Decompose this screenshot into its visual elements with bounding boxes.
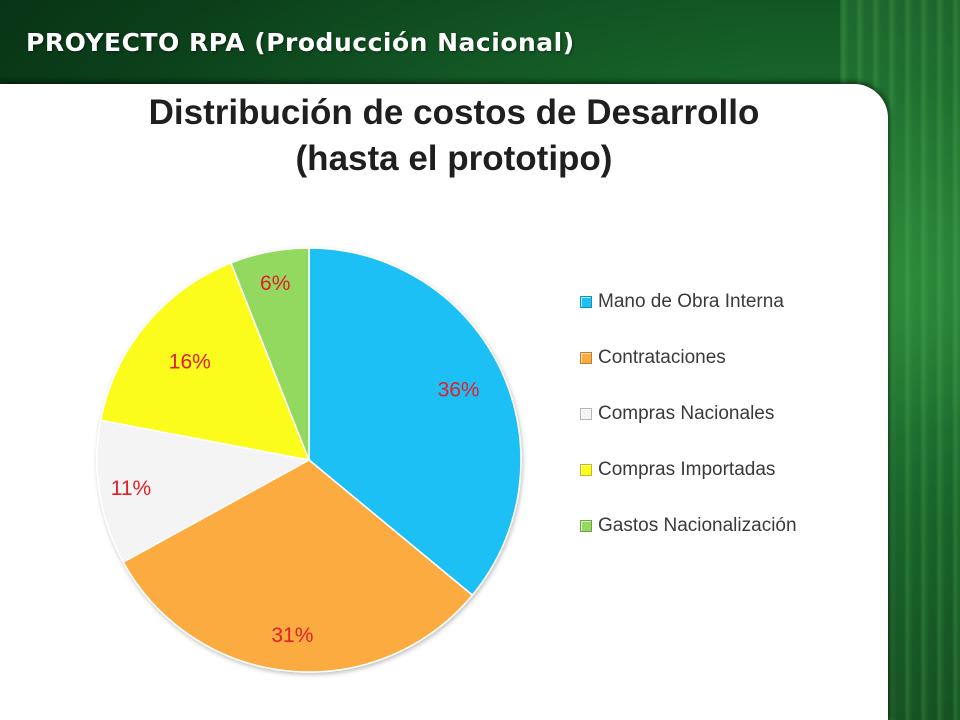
chart-title: Distribución de costos de Desarrollo (ha… [0,90,908,182]
data-label-mano-de-obra-interna: 36% [438,379,480,402]
pie-slice-contrataciones [122,459,474,673]
chart-title-line-2: (hasta el prototipo) [295,139,613,178]
legend-label: Gastos Nacionalización [598,515,797,536]
legend-swatch [580,408,592,420]
pie-slice-gastos-nacionalizacion [229,247,310,461]
legend-swatch [580,520,592,532]
data-label-compras-nacionales: 11% [111,477,151,500]
pie-slice-compras-importadas [99,261,311,461]
legend-label: Compras Nacionales [598,403,775,424]
chart-legend: Mano de Obra Interna Contrataciones Comp… [580,288,797,568]
legend-swatch [580,464,592,476]
pie-slice-compras-nacionales [96,419,312,564]
legend-item: Mano de Obra Interna [580,288,797,316]
legend-item: Compras Nacionales [580,400,797,428]
data-label-gastos-nacionalizacion: 6% [260,272,290,295]
chart-title-line-1: Distribución de costos de Desarrollo [148,93,760,132]
legend-label: Contrataciones [598,347,726,368]
legend-swatch [580,296,592,308]
data-label-contrataciones: 31% [271,624,313,647]
legend-item: Contrataciones [580,344,797,372]
page-header-title: PROYECTO RPA (Producción Nacional) [26,28,575,57]
legend-item: Compras Importadas [580,456,797,484]
legend-item: Gastos Nacionalización [580,512,797,540]
legend-swatch [580,352,592,364]
pie-slice-mano-de-obra-interna [308,247,522,597]
legend-label: Compras Importadas [598,459,776,480]
legend-label: Mano de Obra Interna [598,291,784,312]
data-label-compras-importadas: 16% [169,350,211,373]
